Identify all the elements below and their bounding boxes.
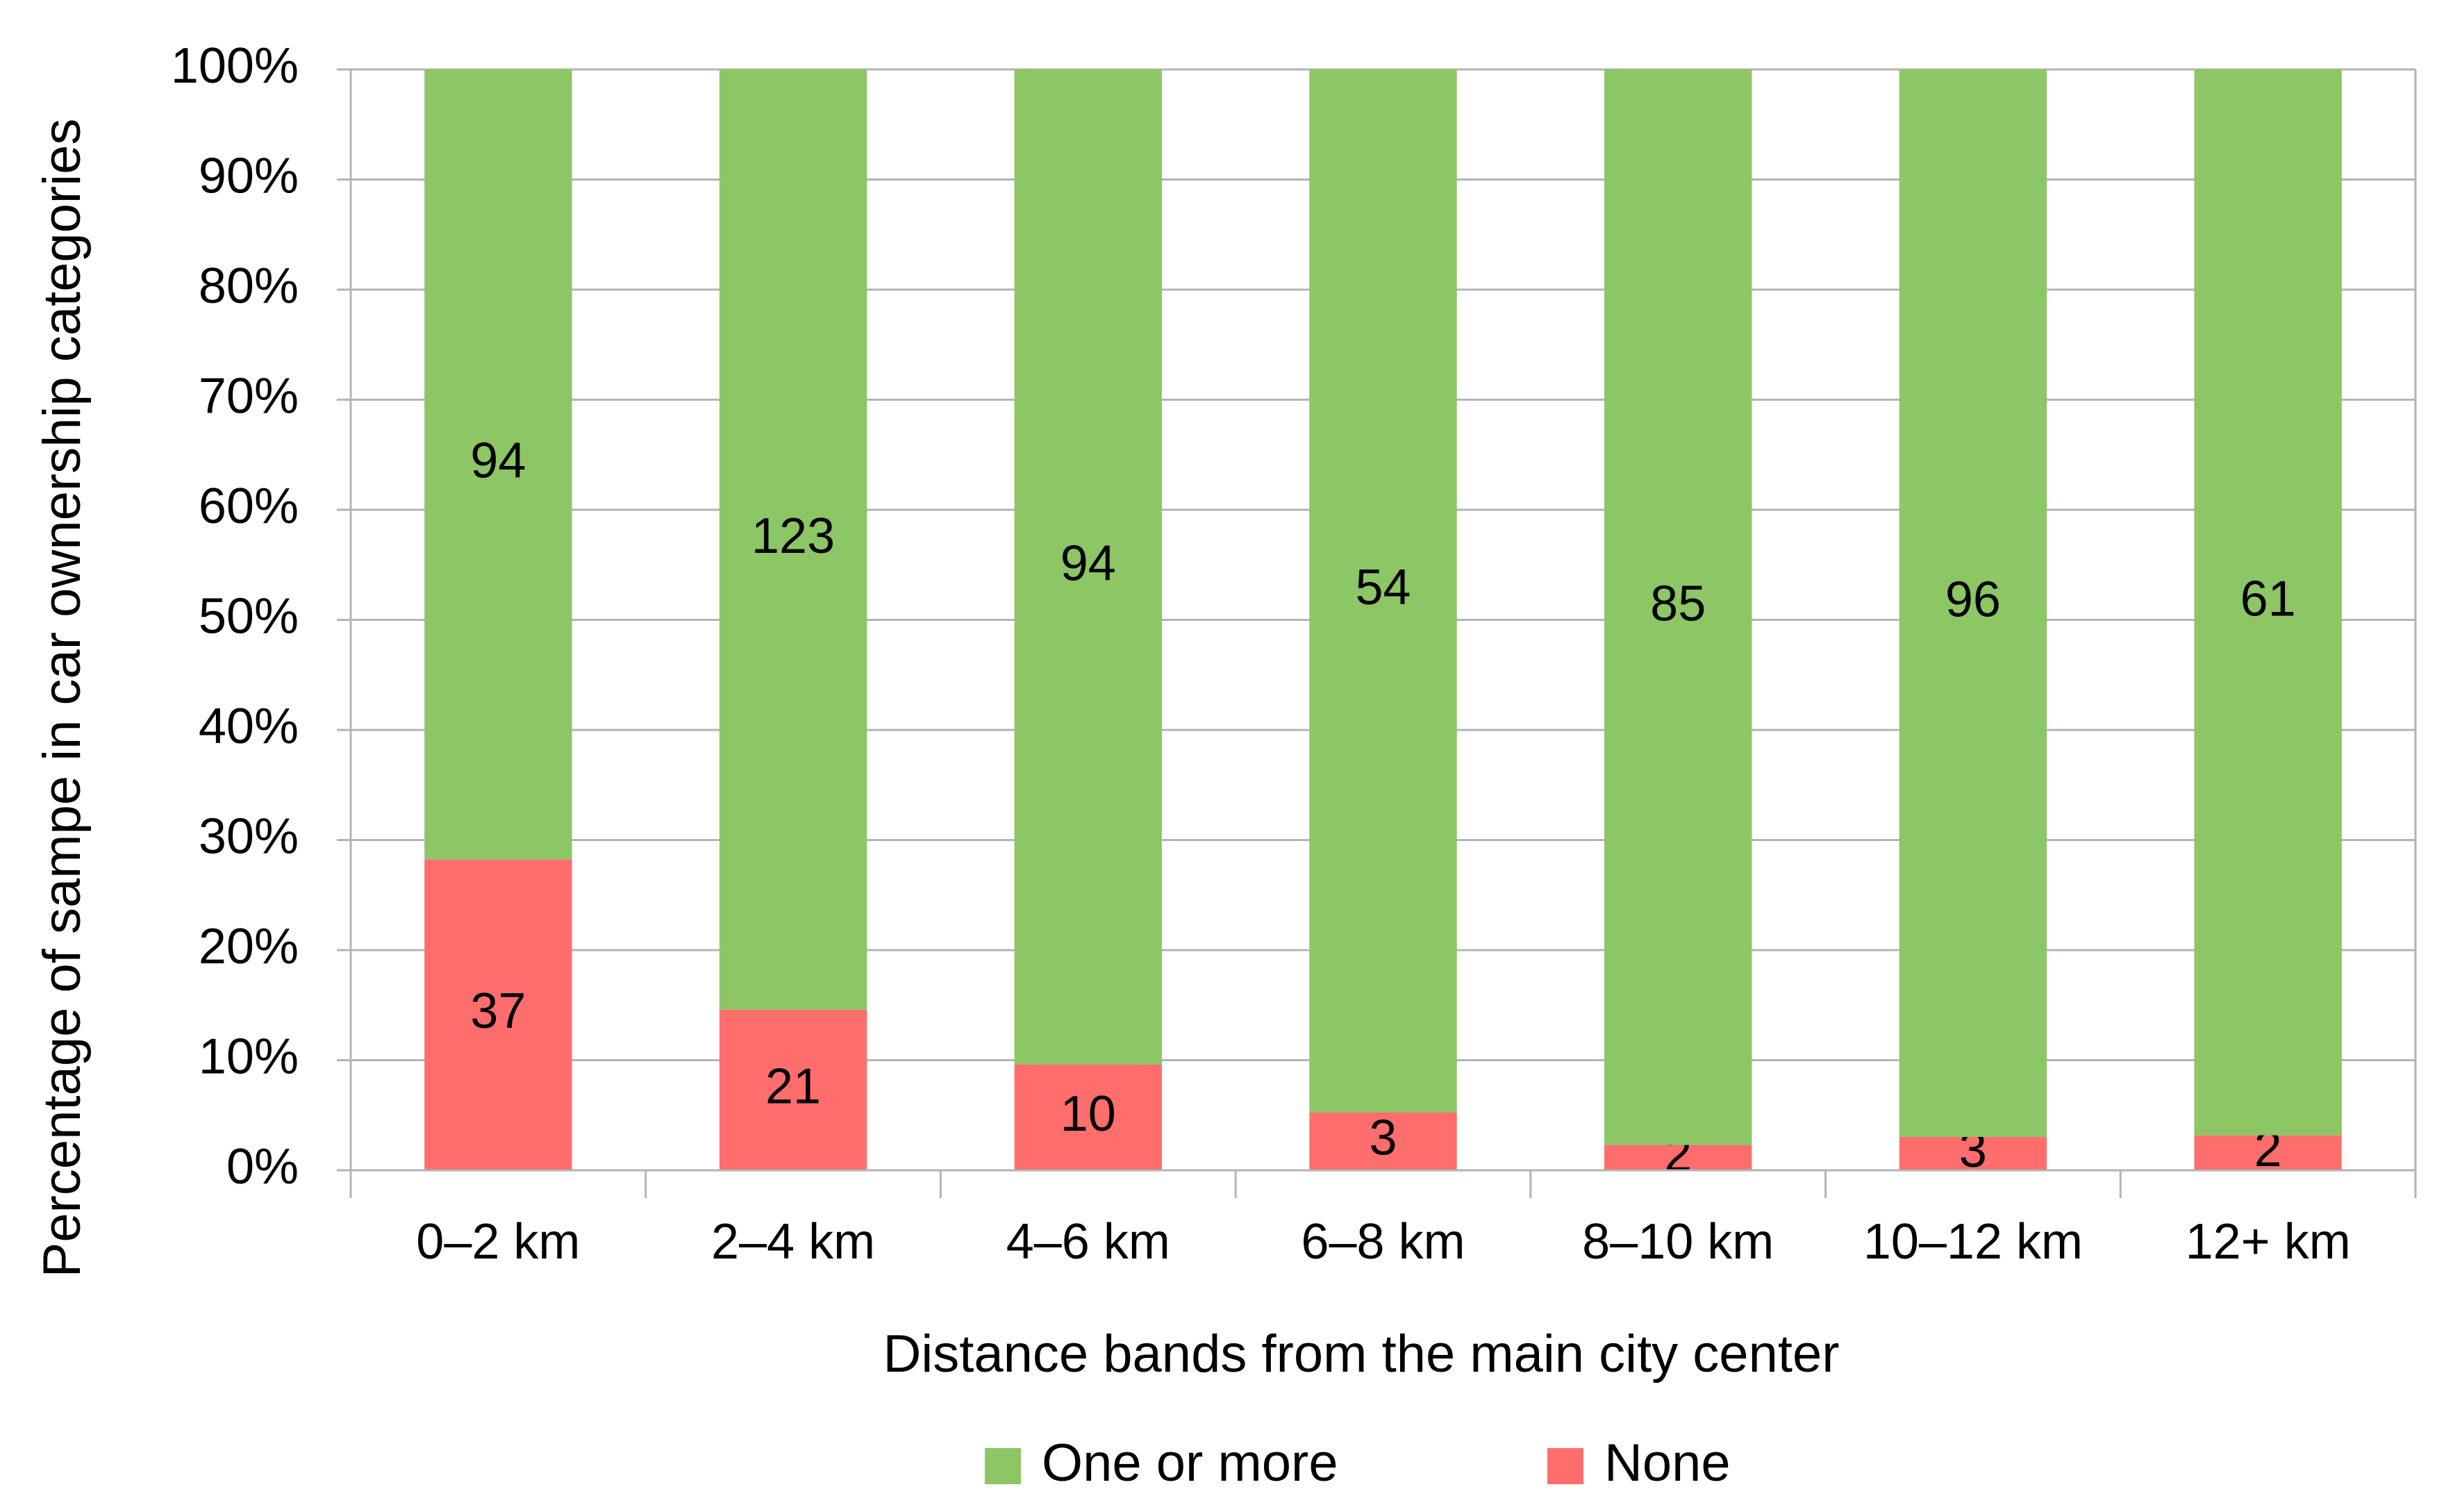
- x-tick-label: 4–6 km: [1006, 1214, 1170, 1270]
- data-label: 94: [1061, 535, 1116, 591]
- axes: [337, 69, 2417, 1198]
- bar-segment: [2194, 1135, 2342, 1170]
- y-tick-label: 0%: [226, 1139, 299, 1195]
- legend-swatch: [985, 1448, 1021, 1484]
- bar-segment: [1604, 1145, 1752, 1170]
- x-axis-ticks: 0–2 km 2–4 km 4–6 km 6–8 km 8–10 km 10–12 km 1…: [416, 1214, 2350, 1270]
- bar-segment: [1309, 1112, 1457, 1170]
- bar-segment: [1899, 69, 2047, 1137]
- y-tick-label: 80%: [199, 258, 299, 314]
- legend-swatch: [1547, 1448, 1583, 1484]
- y-axis-ticks: 0% 10% 20% 30% 40% 50% 60% 70% 80% 90% 100%: [171, 38, 299, 1195]
- y-tick-label: 50%: [199, 589, 299, 645]
- data-label: 85: [1650, 576, 1706, 631]
- y-tick-label: 100%: [171, 38, 299, 94]
- bar-segment: [1014, 1064, 1162, 1170]
- y-axis-title: Percentage of sampe in car ownership cat…: [33, 119, 92, 1278]
- x-tick-label: 8–10 km: [1582, 1214, 1774, 1270]
- bar-segment: [1309, 69, 1457, 1113]
- x-tick-label: 12+ km: [2186, 1214, 2351, 1270]
- bar-segment: [1014, 69, 1162, 1065]
- y-tick-label: 70%: [199, 369, 299, 424]
- y-tick-label: 30%: [199, 809, 299, 865]
- bar-segment: [719, 1009, 867, 1170]
- data-label: 123: [751, 508, 835, 564]
- legend-label: None: [1604, 1434, 1731, 1493]
- x-tick-label: 2–4 km: [711, 1214, 875, 1270]
- data-label: 10: [1061, 1086, 1116, 1142]
- x-axis-title: Distance bands from the main city center: [883, 1324, 1839, 1384]
- data-label: 61: [2240, 571, 2296, 626]
- x-tick-label: 6–8 km: [1301, 1214, 1465, 1270]
- bar-segment: [719, 69, 867, 1010]
- bar-segment: [1604, 69, 1752, 1145]
- y-tick-label: 20%: [199, 919, 299, 974]
- legend: One or more None: [985, 1434, 1731, 1493]
- data-label: 21: [765, 1058, 821, 1114]
- data-label: 3: [1369, 1110, 1397, 1165]
- data-label: 96: [1945, 572, 2001, 628]
- x-tick-label: 0–2 km: [416, 1214, 580, 1270]
- x-tick-label: 10–12 km: [1863, 1214, 2083, 1270]
- y-tick-label: 10%: [199, 1029, 299, 1085]
- y-tick-label: 60%: [199, 479, 299, 534]
- bar-segment: [424, 69, 572, 860]
- data-label: 94: [470, 433, 526, 489]
- bar-segment: [1899, 1136, 2047, 1170]
- bar-segment: [424, 859, 572, 1170]
- data-label: 54: [1355, 560, 1411, 615]
- y-tick-label: 40%: [199, 699, 299, 754]
- y-tick-label: 90%: [199, 149, 299, 204]
- bar-segment: [2194, 69, 2342, 1136]
- legend-label: One or more: [1042, 1434, 1338, 1493]
- data-label: 37: [470, 983, 526, 1039]
